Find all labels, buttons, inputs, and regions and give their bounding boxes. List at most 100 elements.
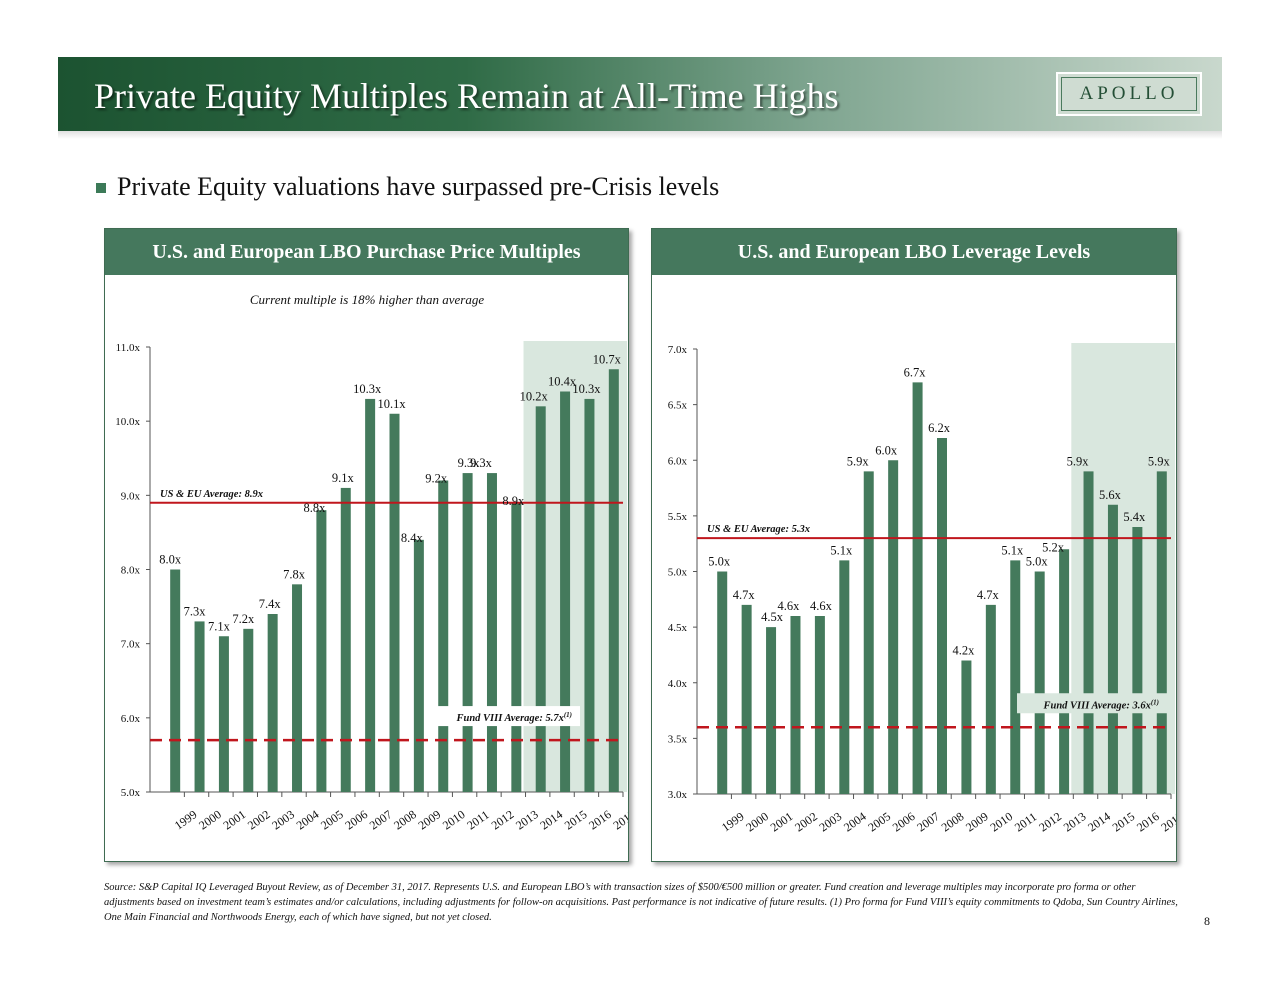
data-label: 5.0x [1026,555,1049,569]
average-label: US & EU Average: 8.9x [160,489,263,500]
fund-average-label-bg [430,706,580,727]
bar [741,604,752,794]
data-label: 7.4x [259,597,282,611]
data-label: 5.0x [708,555,731,569]
bullet-text: Private Equity valuations have surpassed… [117,172,720,201]
bar [292,584,303,792]
bar [267,614,278,792]
bar [937,438,947,794]
data-label: 9.1x [332,471,355,485]
bar [316,510,327,792]
purchase-multiples-panel: U.S. and European LBO Purchase Price Mul… [104,228,629,862]
data-label: 10.1x [377,397,406,411]
data-label: 10.3x [572,382,601,396]
bar [194,621,205,792]
x-tick-label: 2004 [841,809,869,834]
data-label: 4.5x [761,610,784,624]
bar [535,406,546,792]
bar [486,473,497,792]
x-tick-label: 2011 [464,807,491,832]
bar [560,391,571,792]
bar [814,616,825,794]
data-label: 4.7x [733,588,756,602]
x-tick-label: 2007 [914,809,942,834]
x-tick-label: 2003 [817,809,845,834]
bar [766,627,777,794]
x-tick-label: 1999 [172,807,200,832]
data-label: 8.0x [159,553,182,567]
bar [1132,527,1143,794]
y-tick-label: 10.0x [115,416,140,428]
x-tick-label: 1999 [719,809,747,834]
x-tick-label: 2009 [416,807,444,832]
source-footnote: Source: S&P Capital IQ Leveraged Buyout … [104,882,1178,923]
bar [462,473,473,792]
data-label: 10.7x [593,352,622,366]
y-tick-label: 7.0x [668,344,688,356]
x-tick-label: 2012 [1036,809,1064,834]
x-tick-label: 2005 [865,809,893,834]
data-label: 8.8x [303,501,326,515]
page-number: 8 [1204,914,1210,928]
x-tick-label: 2013 [1061,809,1089,834]
y-tick-label: 5.0x [121,787,141,799]
leverage-levels-panel: U.S. and European LBO Leverage Levels 3.… [651,228,1177,862]
data-label: 10.4x [548,375,577,389]
bar [1059,549,1070,794]
data-label: 9.3x [458,456,481,470]
data-label: 8.4x [401,531,424,545]
data-label: 4.6x [778,599,801,613]
data-label: 9.2x [425,472,448,486]
data-label: 4.2x [952,644,975,658]
y-tick-label: 6.0x [668,455,688,467]
bar [1034,571,1045,794]
x-tick-label: 2005 [318,807,346,832]
x-tick-label: 2001 [768,809,796,834]
y-tick-label: 6.5x [668,400,688,412]
data-label: 5.9x [847,454,870,468]
x-tick-label: 2002 [245,807,273,832]
x-tick-label: 2008 [391,807,419,832]
data-label: 7.1x [208,619,231,633]
data-label: 7.8x [283,567,306,581]
data-label: 9.3x [470,456,493,470]
bar [389,413,400,792]
y-tick-label: 4.0x [668,678,688,690]
data-label: 5.9x [1148,454,1171,468]
x-tick-label: 2003 [269,807,297,832]
bar [839,560,850,794]
data-label: 5.4x [1123,510,1146,524]
x-tick-label: 2000 [743,809,771,834]
logo-text: APOLLO [1061,77,1197,111]
y-tick-label: 5.5x [668,511,688,523]
y-tick-label: 4.5x [668,622,688,634]
bar [1010,560,1021,794]
data-label: 7.3x [184,604,207,618]
x-tick-label: 2015 [1110,809,1138,834]
y-tick-label: 3.5x [668,733,688,745]
average-label: US & EU Average: 5.3x [707,524,810,535]
bar [1107,504,1118,794]
header-shadow [58,131,1222,139]
bar [888,460,899,794]
data-label: 5.2x [1042,540,1065,554]
y-tick-label: 3.0x [668,789,688,801]
bar [1156,471,1167,794]
title-banner: Private Equity Multiples Remain at All-T… [58,57,1222,131]
data-label: 4.7x [977,588,1000,602]
bar [584,398,595,792]
bar [170,569,181,792]
data-label: 5.6x [1099,488,1122,502]
bar [717,571,728,794]
bar [1083,471,1094,794]
purchase-multiples-chart: Current multiple is 18% higher than aver… [115,292,628,832]
y-tick-label: 6.0x [121,713,141,725]
bar [985,604,996,794]
x-tick-label: 2006 [342,807,370,832]
x-tick-label: 2001 [221,807,249,832]
x-tick-label: 2009 [963,809,991,834]
y-tick-label: 5.0x [668,567,688,579]
fund-average-footnote-ref: (1) [1151,698,1159,706]
data-label: 4.6x [810,599,833,613]
page-title: Private Equity Multiples Remain at All-T… [94,76,839,116]
